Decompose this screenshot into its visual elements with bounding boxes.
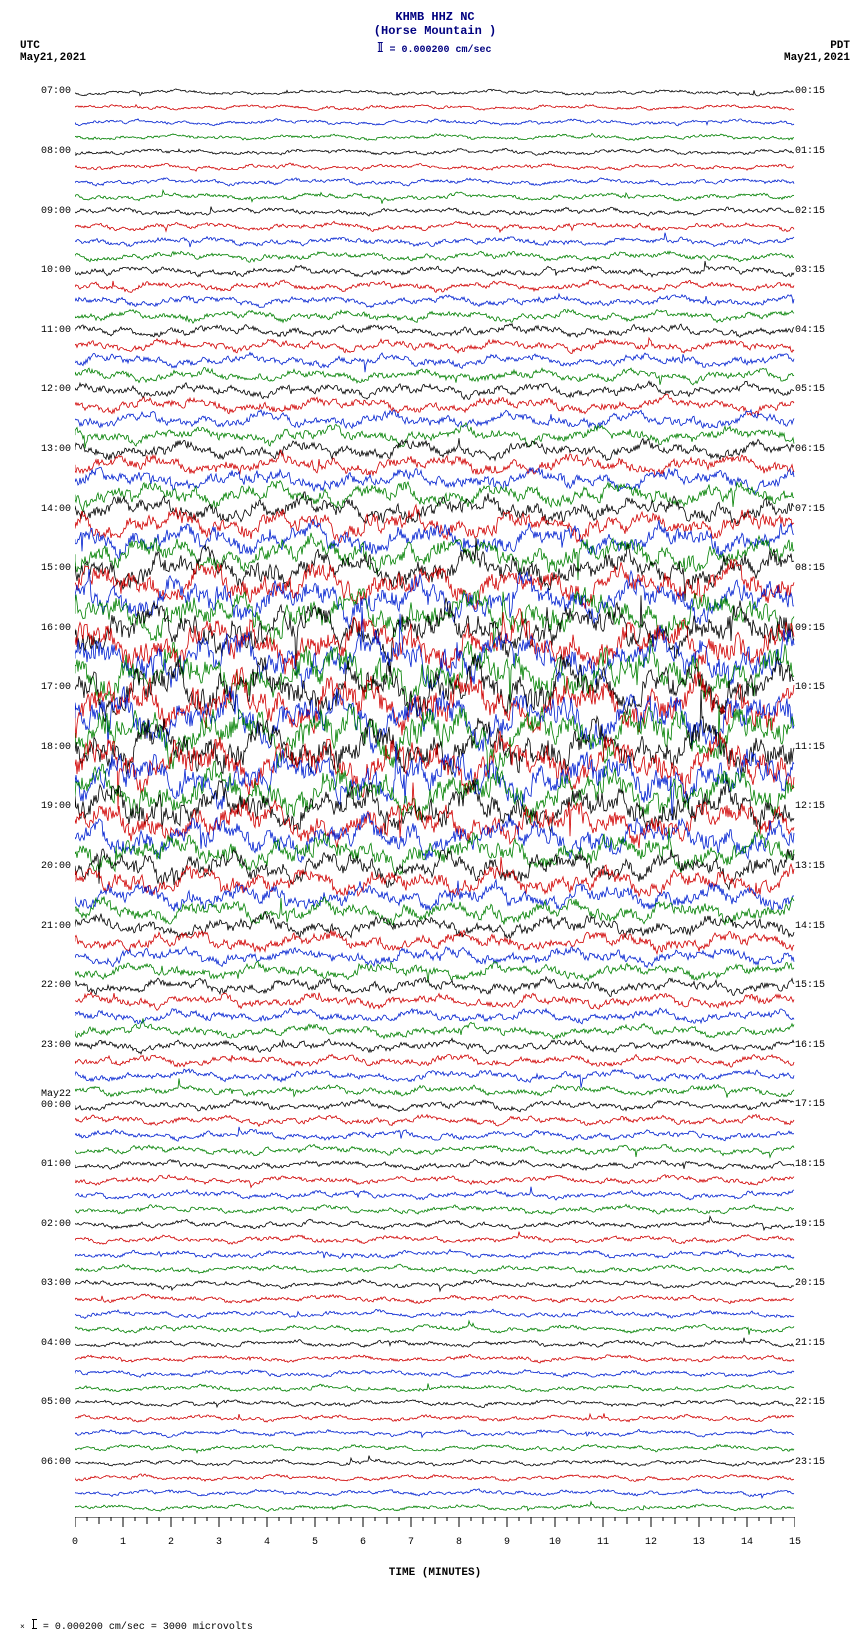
- pdt-time-label: 08:15: [795, 563, 845, 574]
- x-tick-label: 14: [741, 1537, 753, 1548]
- utc-time-label: 12:00: [21, 384, 71, 395]
- pdt-time-label: 18:15: [795, 1159, 845, 1170]
- scale-bar-icon: [33, 1619, 35, 1629]
- x-tick-label: 7: [408, 1537, 414, 1548]
- utc-time-label: 03:00: [21, 1278, 71, 1289]
- utc-time-label: 01:00: [21, 1159, 71, 1170]
- utc-time-label: 21:00: [21, 921, 71, 932]
- scale-note: = 0.000200 cm/sec: [374, 42, 496, 56]
- pdt-time-label: 22:15: [795, 1397, 845, 1408]
- utc-time-label: 11:00: [21, 325, 71, 336]
- helicorder-svg: [75, 85, 795, 1515]
- pdt-time-label: 17:15: [795, 1099, 845, 1110]
- pdt-time-label: 06:15: [795, 444, 845, 455]
- utc-time-label: 16:00: [21, 623, 71, 634]
- pdt-time-label: 19:15: [795, 1219, 845, 1230]
- scale-bar-icon: [378, 42, 381, 52]
- utc-time-label: 17:00: [21, 682, 71, 693]
- x-tick-label: 5: [312, 1537, 318, 1548]
- right-header: PDT May21,2021: [784, 40, 850, 64]
- utc-time-label: 13:00: [21, 444, 71, 455]
- utc-time-label: 08:00: [21, 146, 71, 157]
- station-code: KHMB HHZ NC: [374, 10, 496, 24]
- utc-time-label: 19:00: [21, 801, 71, 812]
- utc-time-label: 05:00: [21, 1397, 71, 1408]
- x-axis-label: TIME (MINUTES): [75, 1567, 795, 1579]
- x-tick-label: 15: [789, 1537, 801, 1548]
- pdt-time-label: 04:15: [795, 325, 845, 336]
- x-tick-label: 6: [360, 1537, 366, 1548]
- x-tick-label: 1: [120, 1537, 126, 1548]
- utc-time-label: 10:00: [21, 265, 71, 276]
- pdt-time-label: 01:15: [795, 146, 845, 157]
- helicorder-plot: 07:0008:0009:0010:0011:0012:0013:0014:00…: [75, 85, 795, 1515]
- pdt-time-label: 10:15: [795, 682, 845, 693]
- pdt-time-label: 16:15: [795, 1040, 845, 1051]
- title-block: KHMB HHZ NC (Horse Mountain ) = 0.000200…: [374, 10, 496, 56]
- pdt-time-label: 05:15: [795, 384, 845, 395]
- utc-time-label: 20:00: [21, 861, 71, 872]
- pdt-time-label: 21:15: [795, 1338, 845, 1349]
- pdt-time-label: 07:15: [795, 504, 845, 515]
- header: KHMB HHZ NC (Horse Mountain ) = 0.000200…: [20, 10, 850, 85]
- pdt-time-label: 12:15: [795, 801, 845, 812]
- utc-time-label: 14:00: [21, 504, 71, 515]
- utc-time-label: 15:00: [21, 563, 71, 574]
- x-tick-label: 3: [216, 1537, 222, 1548]
- x-axis: 0123456789101112131415 TIME (MINUTES): [75, 1517, 795, 1579]
- x-tick-label: 11: [597, 1537, 609, 1548]
- left-header: UTC May21,2021: [20, 40, 86, 64]
- x-tick-label: 9: [504, 1537, 510, 1548]
- pdt-time-label: 03:15: [795, 265, 845, 276]
- utc-time-label: 22:00: [21, 980, 71, 991]
- utc-time-label: 09:00: [21, 206, 71, 217]
- x-tick-label: 4: [264, 1537, 270, 1548]
- pdt-time-label: 20:15: [795, 1278, 845, 1289]
- pdt-time-label: 13:15: [795, 861, 845, 872]
- pdt-time-label: 11:15: [795, 742, 845, 753]
- pdt-time-label: 09:15: [795, 623, 845, 634]
- x-axis-ticks: [75, 1517, 795, 1531]
- x-tick-label: 0: [72, 1537, 78, 1548]
- utc-time-label: 06:00: [21, 1457, 71, 1468]
- utc-time-label: May22 00:00: [21, 1089, 71, 1111]
- pdt-time-label: 23:15: [795, 1457, 845, 1468]
- x-tick-label: 8: [456, 1537, 462, 1548]
- x-tick-label: 2: [168, 1537, 174, 1548]
- utc-time-label: 18:00: [21, 742, 71, 753]
- x-tick-label: 12: [645, 1537, 657, 1548]
- utc-time-label: 02:00: [21, 1219, 71, 1230]
- x-tick-label: 10: [549, 1537, 561, 1548]
- station-name: (Horse Mountain ): [374, 24, 496, 38]
- utc-time-label: 23:00: [21, 1040, 71, 1051]
- pdt-time-label: 14:15: [795, 921, 845, 932]
- pdt-time-label: 02:15: [795, 206, 845, 217]
- utc-time-label: 07:00: [21, 86, 71, 97]
- x-tick-label: 13: [693, 1537, 705, 1548]
- seismogram-container: KHMB HHZ NC (Horse Mountain ) = 0.000200…: [20, 10, 850, 1633]
- pdt-time-label: 00:15: [795, 86, 845, 97]
- pdt-time-label: 15:15: [795, 980, 845, 991]
- footer-scale: × = 0.000200 cm/sec = 3000 microvolts: [20, 1619, 850, 1633]
- utc-time-label: 04:00: [21, 1338, 71, 1349]
